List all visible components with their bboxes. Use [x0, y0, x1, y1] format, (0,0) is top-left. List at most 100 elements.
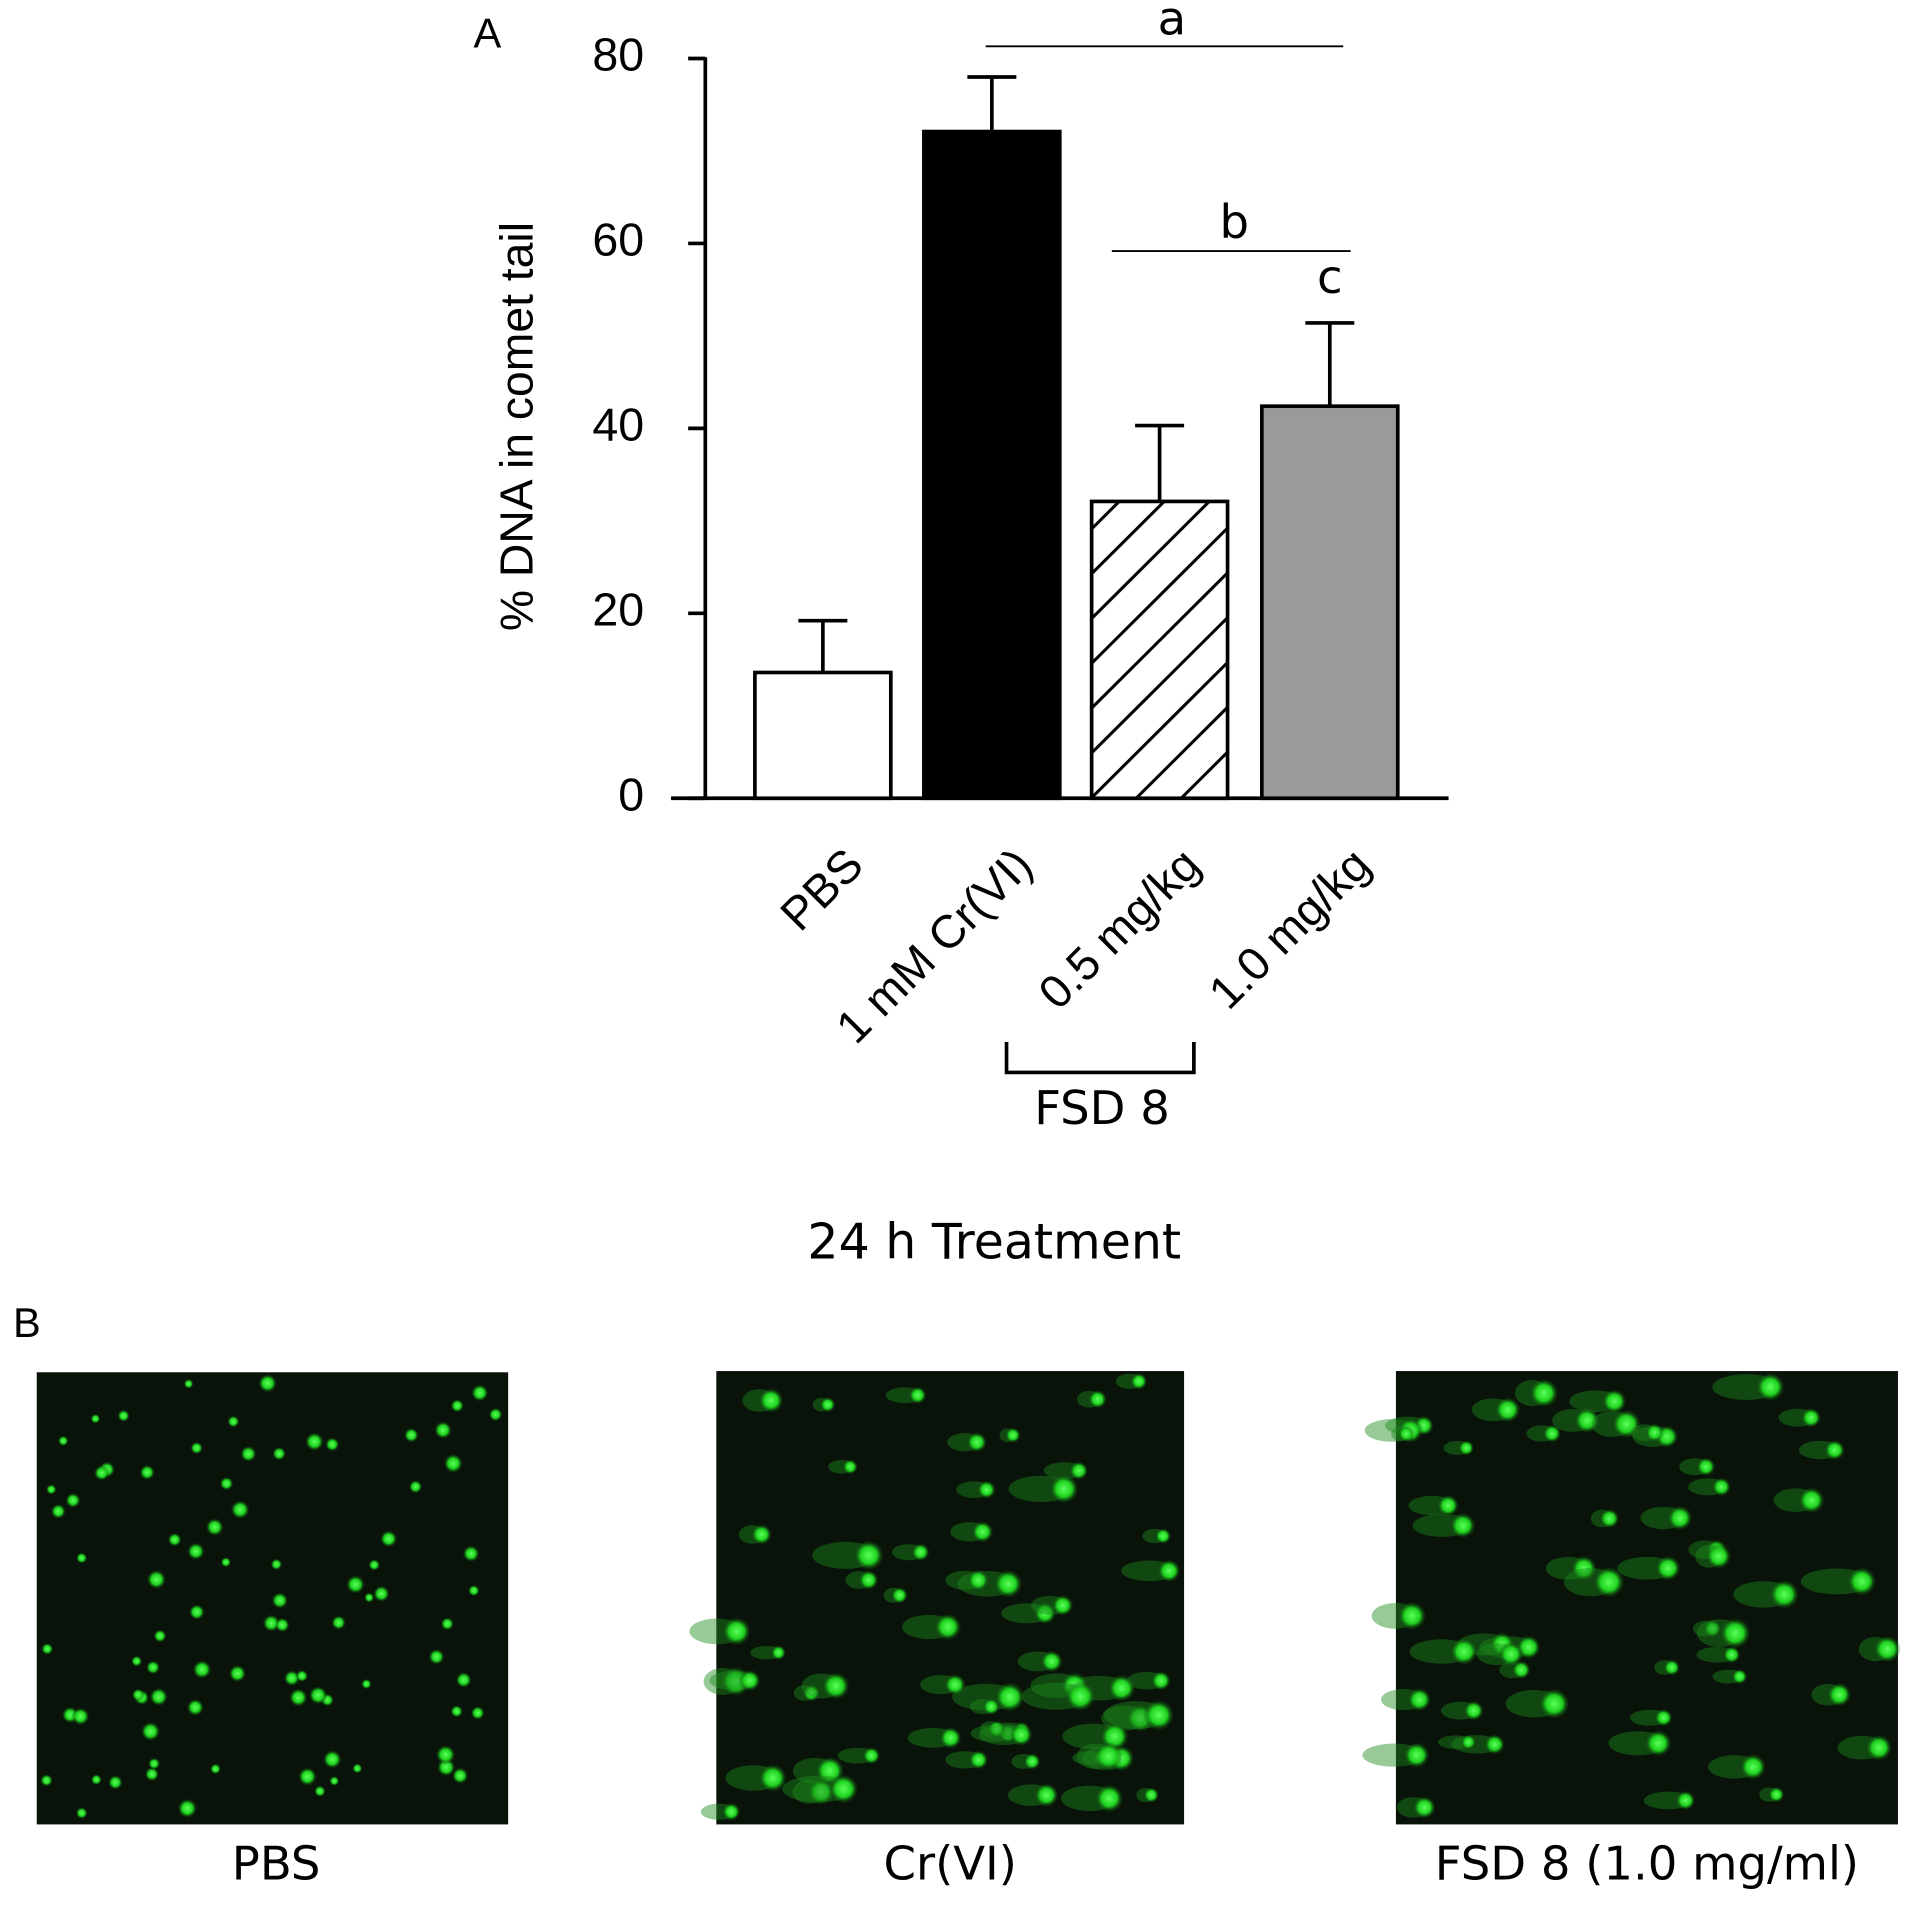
comet-head	[1033, 1602, 1057, 1625]
treatment-label: 24 h Treatment	[807, 1214, 1181, 1271]
comet-head	[1095, 1784, 1124, 1813]
comet-head	[1458, 1440, 1475, 1456]
comet-head	[944, 1674, 966, 1696]
micrograph-caption: FSD 8 (1.0 mg/ml)	[1435, 1837, 1859, 1891]
comet-head	[1398, 1425, 1415, 1442]
comet-head	[1403, 1742, 1430, 1769]
comet-head	[1108, 1674, 1136, 1702]
comet-head	[977, 1480, 996, 1499]
comet-head	[153, 1629, 167, 1643]
bar	[922, 129, 1062, 801]
comet-head	[148, 1757, 161, 1770]
comet-head	[758, 1763, 787, 1793]
comet-head	[75, 1807, 88, 1819]
comet-head	[331, 1615, 346, 1630]
comet-head	[807, 1778, 835, 1806]
comet-head	[1865, 1734, 1893, 1761]
comet-head	[1711, 1477, 1731, 1497]
comet-head	[820, 1396, 836, 1413]
comet-head	[1873, 1635, 1901, 1663]
comet-head	[1157, 1559, 1181, 1583]
comet-head	[295, 1669, 309, 1683]
comet-head	[770, 1645, 786, 1661]
comet-head	[934, 1613, 962, 1641]
comet-head	[146, 1569, 167, 1590]
comet-head	[1151, 1670, 1171, 1691]
comet-head	[329, 1775, 340, 1786]
comet-head	[108, 1775, 123, 1790]
comet-head	[1529, 1378, 1559, 1408]
micrograph-caption: PBS	[232, 1837, 321, 1891]
comet-head	[1824, 1439, 1846, 1461]
comet-head	[1574, 1407, 1600, 1434]
comet-head	[258, 1373, 277, 1393]
comet-head	[93, 1465, 110, 1481]
comet-head	[1498, 1642, 1524, 1667]
comet-head	[271, 1592, 289, 1609]
comet-head	[939, 1726, 962, 1749]
bar	[1089, 499, 1230, 801]
comet-head	[1719, 1617, 1751, 1649]
comet-head	[1654, 1708, 1673, 1727]
comet-head	[1739, 1753, 1767, 1780]
comet-head	[462, 1545, 480, 1562]
comet-head	[1731, 1668, 1748, 1685]
comet-head	[1069, 1461, 1089, 1480]
comet-head	[966, 1432, 987, 1453]
comet-head	[853, 1540, 884, 1571]
comet-head	[364, 1592, 375, 1603]
comet-head	[1512, 1660, 1531, 1680]
comet-head	[451, 1767, 469, 1784]
comet-head	[1655, 1555, 1681, 1581]
comet-head	[325, 1437, 340, 1452]
comet-head	[428, 1648, 445, 1665]
comet-head	[408, 1480, 423, 1494]
comet-head	[967, 1569, 989, 1591]
comet-head	[131, 1655, 143, 1667]
micrograph-caption: Cr(VI)	[883, 1837, 1016, 1891]
comet-head	[230, 1500, 250, 1520]
bar	[1260, 404, 1400, 801]
comet-head	[352, 1763, 363, 1774]
comet-head	[758, 1387, 784, 1414]
comet-head	[987, 1720, 1006, 1738]
comet-head	[994, 1682, 1025, 1712]
comet-head	[1675, 1790, 1696, 1811]
comet-head	[361, 1678, 372, 1690]
comet-head	[1755, 1372, 1785, 1402]
comet-head	[1663, 1659, 1681, 1676]
comet-head	[188, 1604, 205, 1620]
comet-head	[50, 1503, 66, 1519]
comet-head	[738, 1669, 761, 1692]
comet-head	[450, 1705, 463, 1718]
group-label: FSD 8	[1034, 1081, 1170, 1135]
comet-head	[139, 1464, 155, 1481]
comet-head	[190, 1441, 204, 1455]
comet-head	[1645, 1423, 1664, 1442]
comet-head	[1450, 1637, 1478, 1666]
comet-head	[205, 1518, 224, 1537]
comet-head	[1094, 1742, 1123, 1771]
comet-head	[1005, 1427, 1021, 1443]
comet-head	[470, 1706, 485, 1720]
y-tick-label: 80	[592, 29, 644, 81]
comet-head	[1155, 1528, 1172, 1545]
comet-head	[1065, 1681, 1096, 1712]
comet-head	[131, 1688, 145, 1702]
comet-head	[802, 1684, 821, 1702]
x-tick-label: PBS	[770, 838, 873, 940]
annotation: c	[1317, 250, 1343, 304]
comet-head	[57, 1435, 69, 1447]
comet-head	[488, 1407, 503, 1422]
comet-head	[1801, 1407, 1822, 1428]
y-tick-label: 0	[618, 769, 644, 821]
comet-head	[71, 1707, 90, 1726]
comet-head	[144, 1767, 160, 1782]
comet-head	[1130, 1372, 1148, 1390]
comet-head	[1542, 1424, 1562, 1443]
comet-head	[1769, 1579, 1800, 1610]
comet-head	[90, 1774, 102, 1786]
comet-head	[289, 1688, 308, 1707]
comet-head	[274, 1617, 290, 1633]
